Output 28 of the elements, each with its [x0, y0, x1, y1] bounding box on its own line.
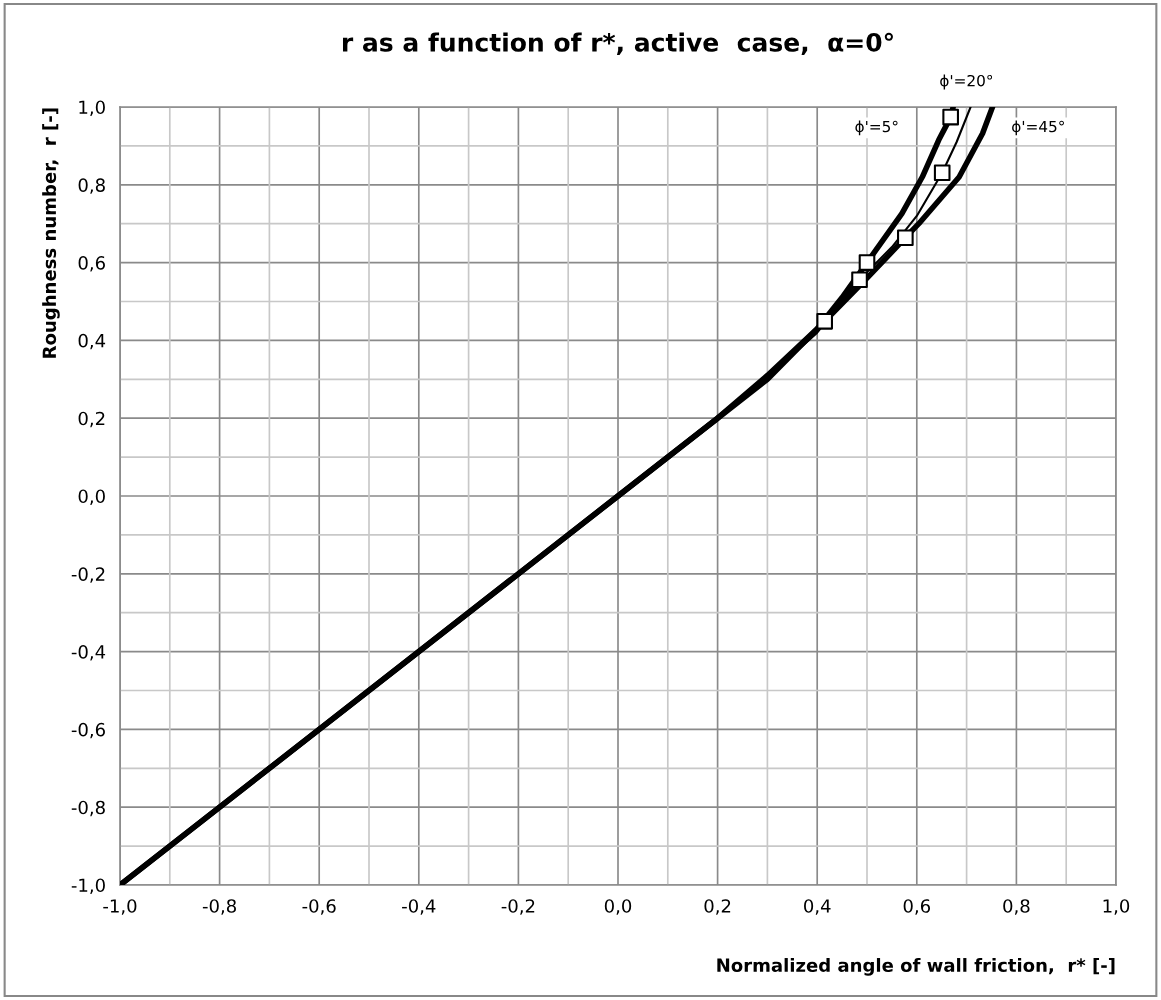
- y-tick-label: -0,8: [71, 800, 105, 817]
- x-tick-label: 1,0: [1103, 899, 1130, 915]
- x-tick-label: 0,0: [604, 899, 632, 915]
- x-tick-label: 0,2: [704, 899, 731, 915]
- y-tick-label: 0,0: [78, 489, 105, 505]
- x-tick-label: 0,6: [903, 899, 931, 915]
- y-tick-label: 1,0: [79, 100, 105, 116]
- y-tick-label: -0,2: [71, 567, 105, 583]
- series-label: ϕ'=20°: [940, 74, 993, 90]
- y-tick-label: 0,8: [78, 178, 105, 194]
- x-tick-label: -1,0: [103, 899, 137, 915]
- y-axis-title: Roughness number, r [-]: [42, 108, 60, 358]
- x-tick-label: -0,4: [402, 899, 436, 915]
- x-axis-title: Normalized angle of wall friction, r* [-]: [717, 958, 1115, 976]
- y-tick-label: 0,2: [78, 411, 105, 428]
- x-tick-label: -0,8: [202, 899, 236, 915]
- y-tick-label: 0,6: [78, 256, 105, 272]
- x-tick-label: -0,2: [501, 899, 535, 915]
- x-tick-label: 0,8: [1003, 899, 1030, 915]
- x-tick-label: -0,6: [302, 899, 336, 915]
- y-tick-label: -1,0: [71, 878, 105, 894]
- x-tick-label: 0,4: [804, 899, 831, 915]
- y-tick-label: -0,6: [71, 722, 105, 739]
- chart-title: r as a function of r*, active case, α=0°: [342, 32, 893, 55]
- y-tick-label: -0,4: [71, 645, 106, 661]
- y-tick-label: 0,4: [78, 333, 106, 350]
- text: ϕ'=5°: [855, 120, 898, 136]
- series-label: ϕ'=45°: [1012, 120, 1064, 136]
